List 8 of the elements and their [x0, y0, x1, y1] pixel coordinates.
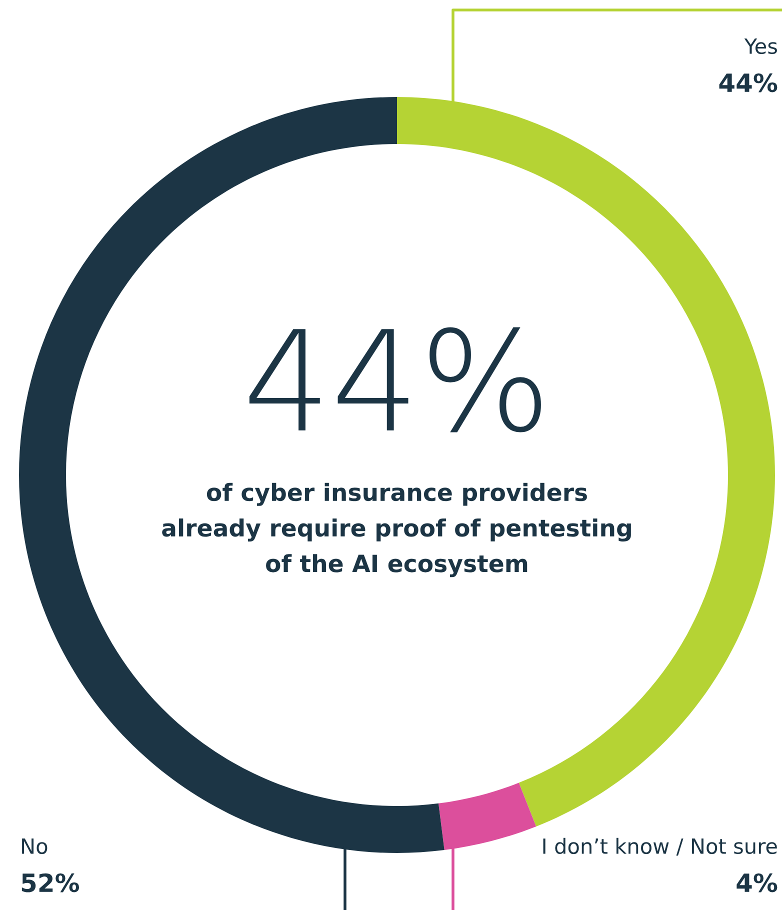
slice-label: I don’t know / Not sure: [543, 838, 777, 856]
slice-label: Yes: [744, 38, 777, 54]
data-label: 52%: [22, 873, 80, 892]
slice-label: No: [22, 838, 48, 854]
data-label: 4%: [736, 873, 778, 892]
text: of cyber insurance providers already require proof of pentesting of the AI ecosystem: [162, 482, 631, 578]
data-label: 44%: [719, 73, 778, 92]
text: 44%: [249, 327, 541, 432]
